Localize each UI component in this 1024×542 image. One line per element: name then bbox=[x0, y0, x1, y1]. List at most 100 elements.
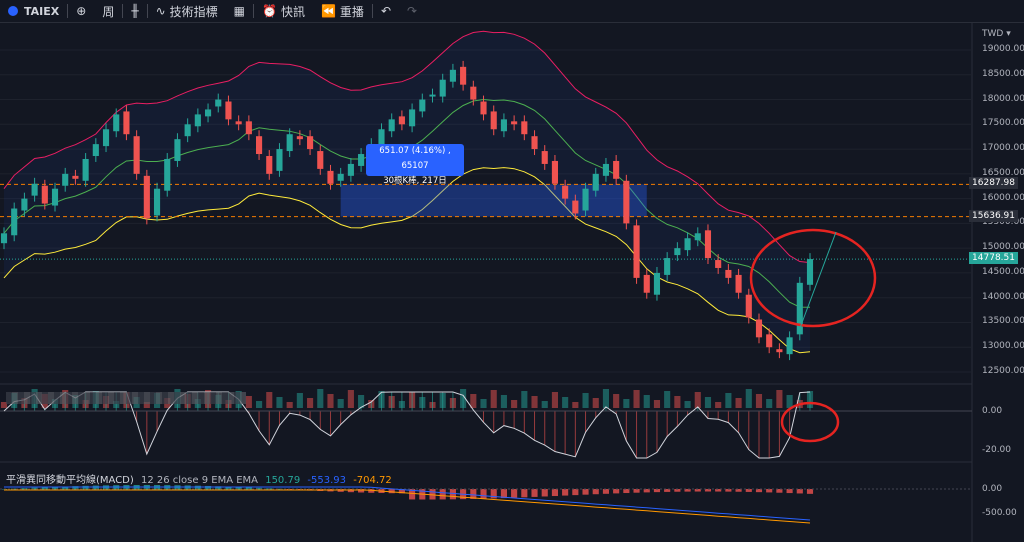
macd-histogram-bar bbox=[541, 489, 548, 497]
candle-body bbox=[378, 129, 385, 147]
price-tick-label: 13500.00 bbox=[982, 316, 1024, 327]
macd-histogram-bar bbox=[204, 485, 212, 490]
volume-bar bbox=[551, 392, 558, 408]
macd-histogram-bar bbox=[531, 489, 538, 497]
price-tick-label: 14000.00 bbox=[982, 291, 1024, 302]
macd-histogram-bar bbox=[347, 489, 354, 493]
macd-histogram-bar bbox=[674, 489, 681, 492]
alert-button[interactable]: ⏰ 快訊 bbox=[254, 0, 313, 22]
osc-tick-1: -20.00 bbox=[982, 445, 1012, 455]
replay-button[interactable]: ⏪ 重播 bbox=[313, 0, 372, 22]
macd-histogram-bar bbox=[735, 489, 742, 492]
macd-histogram-bar bbox=[602, 489, 610, 494]
candle-body bbox=[102, 129, 110, 147]
macd-histogram-bar bbox=[582, 489, 589, 495]
candle-body bbox=[347, 163, 354, 176]
currency-selector[interactable]: TWD ▾ bbox=[982, 29, 1011, 39]
volume-bar bbox=[786, 395, 793, 408]
annotation-circle bbox=[749, 228, 877, 328]
indicators-icon: ∿ bbox=[155, 4, 166, 18]
chart-type-button[interactable]: ╫ bbox=[123, 0, 146, 22]
candle-body bbox=[0, 233, 8, 244]
interval-button[interactable]: 周 bbox=[94, 0, 122, 22]
volume-bar bbox=[327, 394, 334, 408]
macd-histogram-bar bbox=[470, 489, 477, 499]
volume-bar bbox=[684, 401, 691, 408]
candle-body bbox=[113, 114, 120, 132]
volume-bar bbox=[337, 399, 344, 408]
candle-body bbox=[143, 175, 150, 219]
candle-body bbox=[480, 101, 487, 115]
macd-histogram-bar bbox=[490, 489, 497, 499]
add-symbol-button[interactable]: ⊕ bbox=[68, 0, 94, 22]
volume-bar bbox=[256, 401, 263, 408]
undo-icon: ↶ bbox=[380, 4, 391, 18]
candle-body bbox=[449, 69, 456, 82]
plus-circle-icon: ⊕ bbox=[76, 4, 87, 18]
volume-bar bbox=[480, 399, 487, 408]
candle-body bbox=[409, 109, 416, 127]
price-tag: 15636.91 bbox=[969, 209, 1018, 222]
volume-bar bbox=[490, 390, 497, 408]
volume-bar bbox=[531, 396, 538, 408]
volume-bar bbox=[521, 391, 528, 408]
macd-histogram-bar bbox=[245, 487, 252, 490]
candle-body bbox=[592, 173, 599, 191]
symbol-label: TAIEX bbox=[24, 4, 60, 18]
price-tick-label: 14500.00 bbox=[982, 266, 1024, 277]
candle-body bbox=[551, 160, 558, 184]
indicators-button[interactable]: ∿ 技術指標 bbox=[148, 0, 226, 22]
measure-tooltip-line1: 651.07 (4.16%) , 65107 bbox=[379, 146, 451, 171]
volume-bar bbox=[470, 394, 477, 408]
volume-bar bbox=[307, 398, 314, 408]
volume-bar bbox=[317, 389, 324, 408]
volume-bar bbox=[776, 390, 783, 408]
macd-histogram-bar bbox=[449, 489, 456, 500]
candle-body bbox=[123, 111, 130, 135]
candle-body bbox=[194, 114, 201, 127]
candle-body bbox=[531, 136, 538, 150]
candle-body bbox=[429, 94, 436, 97]
candle-body bbox=[674, 248, 681, 256]
candle-body bbox=[766, 334, 773, 348]
candle-body bbox=[572, 200, 579, 214]
candle-body bbox=[806, 259, 814, 285]
candle-body bbox=[398, 116, 405, 125]
candle-body bbox=[511, 121, 518, 125]
measure-tooltip-line2: 30根K棒, 217日 bbox=[383, 176, 447, 186]
candle-body bbox=[266, 156, 273, 174]
volume-bar bbox=[664, 391, 671, 408]
candle-body bbox=[490, 111, 497, 130]
macd-legend[interactable]: 平滑異同移動平均線(MACD) 12 26 close 9 EMA EMA 15… bbox=[6, 471, 392, 486]
symbol-selector[interactable]: TAIEX bbox=[0, 0, 67, 22]
macd-histogram-bar bbox=[755, 489, 763, 493]
candle-body bbox=[133, 136, 140, 174]
volume-bar bbox=[643, 395, 650, 408]
chart-canvas[interactable] bbox=[0, 22, 1024, 542]
redo-button[interactable]: ↷ bbox=[399, 0, 425, 22]
volume-bar bbox=[766, 399, 773, 408]
candle-body bbox=[602, 163, 610, 176]
candle-body bbox=[633, 225, 640, 278]
candle-body bbox=[562, 185, 569, 199]
undo-button[interactable]: ↶ bbox=[373, 0, 399, 22]
macd-histogram-bar bbox=[256, 487, 263, 490]
layout-button[interactable]: ▦ bbox=[226, 0, 253, 22]
rewind-icon: ⏪ bbox=[320, 4, 336, 18]
macd-histogram-bar bbox=[633, 489, 640, 493]
price-tick-label: 19000.00 bbox=[982, 44, 1024, 54]
candle-body bbox=[41, 185, 48, 204]
candle-body bbox=[460, 66, 467, 85]
price-tick-label: 18000.00 bbox=[982, 93, 1024, 104]
candle-body bbox=[796, 282, 803, 335]
macd-histogram-bar bbox=[725, 489, 732, 492]
macd-histogram-bar bbox=[623, 489, 630, 494]
macd-histogram-bar bbox=[429, 489, 436, 500]
macd-histogram-bar bbox=[592, 489, 599, 495]
volume-bar bbox=[511, 400, 518, 408]
replay-label: 重播 bbox=[339, 4, 364, 19]
price-tag: 14778.51 bbox=[969, 252, 1018, 265]
macd-histogram-bar bbox=[11, 488, 18, 490]
candle-body bbox=[225, 101, 232, 120]
toolbar: TAIEX ⊕ 周 ╫ ∿ 技術指標 ▦ ⏰ 快訊 ⏪ 重播 ↶ ↷ bbox=[0, 0, 1024, 23]
